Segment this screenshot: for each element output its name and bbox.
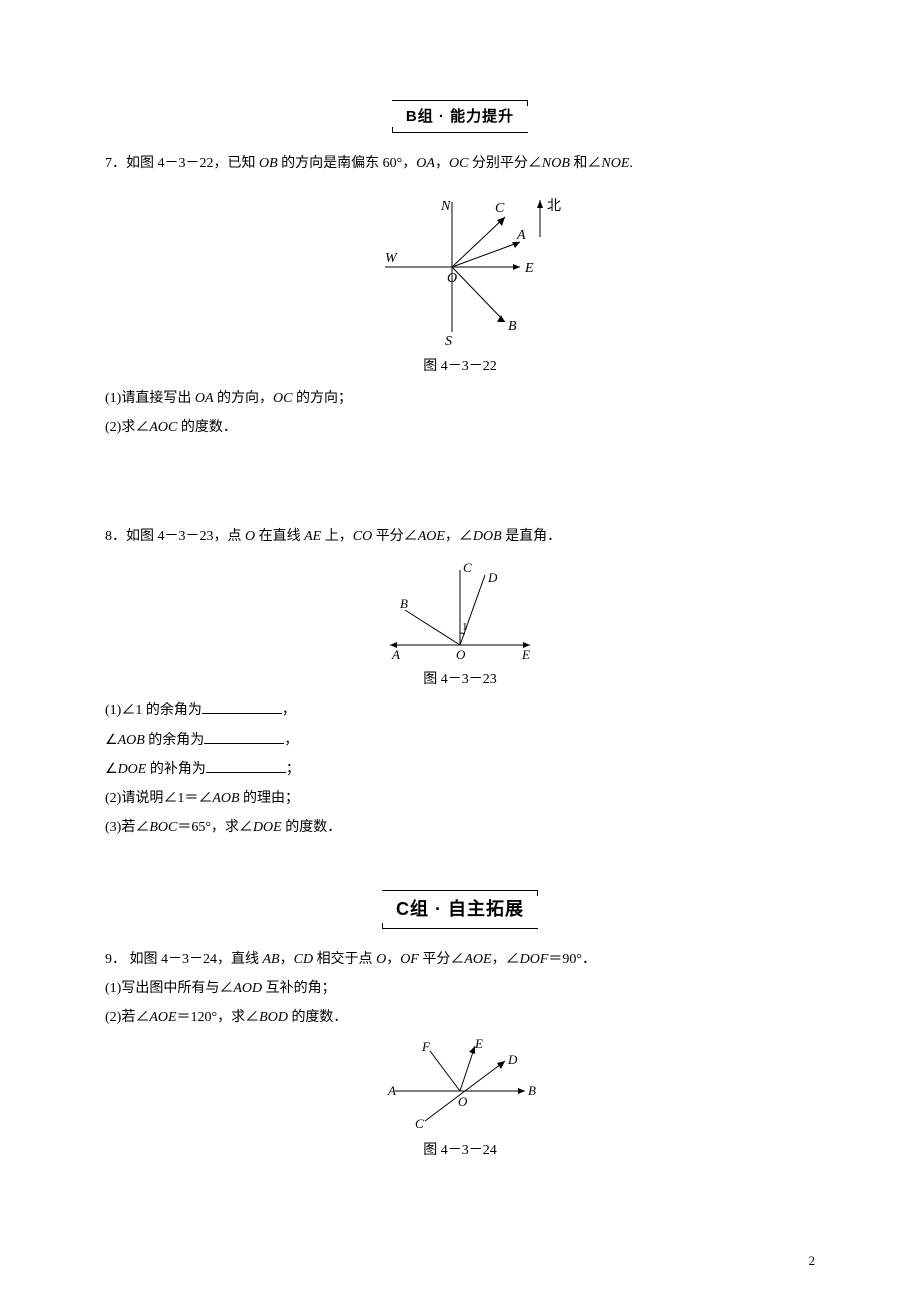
q8-sub2: (2)请说明∠1＝∠AOB 的理由； <box>105 786 815 811</box>
page-number: 2 <box>809 1249 816 1272</box>
svg-text:A: A <box>387 1083 396 1098</box>
svg-text:W: W <box>385 251 398 266</box>
svg-text:B: B <box>508 319 517 334</box>
svg-text:北: 北 <box>547 198 561 214</box>
q8-caption: 图 4－3－23 <box>105 667 815 692</box>
svg-text:C: C <box>495 201 505 216</box>
q7-figure: N C A W O E S B 北 图 4－3－22 <box>105 182 815 379</box>
svg-text:O: O <box>458 1094 468 1109</box>
svg-text:F: F <box>421 1039 431 1054</box>
svg-text:C: C <box>463 560 472 575</box>
q7-caption: 图 4－3－22 <box>105 354 815 379</box>
q9-stem: 9． 如图 4－3－24，直线 AB，CD 相交于点 O，OF 平分∠AOE，∠… <box>105 947 815 972</box>
svg-text:B: B <box>528 1083 536 1098</box>
svg-text:D: D <box>507 1052 518 1067</box>
svg-text:B: B <box>400 596 408 611</box>
q9-sub1: (1)写出图中所有与∠AOD 互补的角； <box>105 976 815 1001</box>
q9-sub2: (2)若∠AOE＝120°，求∠BOD 的度数． <box>105 1005 815 1030</box>
blank-3 <box>206 758 286 773</box>
q8-figure: A B C D E O 1 图 4－3－23 <box>105 555 815 692</box>
svg-text:E: E <box>521 647 530 662</box>
svg-text:D: D <box>487 570 498 585</box>
svg-text:E: E <box>524 261 534 276</box>
svg-text:O: O <box>447 271 457 286</box>
svg-text:O: O <box>456 647 466 662</box>
question-9: 9． 如图 4－3－24，直线 AB，CD 相交于点 O，OF 平分∠AOE，∠… <box>105 947 815 1164</box>
q8-svg: A B C D E O 1 <box>370 555 550 665</box>
svg-text:E: E <box>474 1036 483 1051</box>
q8-line1: (1)∠1 的余角为， <box>105 698 815 723</box>
q7-stem: 7．如图 4－3－22，已知 OB 的方向是南偏东 60°，OA，OC 分别平分… <box>105 151 815 176</box>
svg-text:N: N <box>440 199 451 214</box>
svg-text:A: A <box>516 228 526 243</box>
q7-sub2: (2)求∠AOC 的度数． <box>105 415 815 440</box>
q8-line2: ∠AOB 的余角为， <box>105 728 815 753</box>
section-b-header: B组 · 能力提升 <box>105 100 815 133</box>
svg-text:S: S <box>445 334 452 349</box>
section-c-header: C组 · 自主拓展 <box>105 890 815 928</box>
section-b-label: B组 · 能力提升 <box>392 108 528 125</box>
question-7: 7．如图 4－3－22，已知 OB 的方向是南偏东 60°，OA，OC 分别平分… <box>105 151 815 440</box>
svg-text:C: C <box>415 1116 424 1131</box>
blank-2 <box>204 729 284 744</box>
q9-caption: 图 4－3－24 <box>105 1138 815 1163</box>
q9-figure: A B C D E F O 图 4－3－24 <box>105 1036 815 1163</box>
svg-text:A: A <box>391 647 400 662</box>
q8-line3: ∠DOE 的补角为； <box>105 757 815 782</box>
blank-1 <box>202 699 282 714</box>
q7-svg: N C A W O E S B 北 <box>345 182 575 352</box>
q8-sub3: (3)若∠BOC＝65°，求∠DOE 的度数． <box>105 815 815 840</box>
q9-svg: A B C D E F O <box>370 1036 550 1136</box>
question-8: 8．如图 4－3－23，点 O 在直线 AE 上，CO 平分∠AOE，∠DOB … <box>105 524 815 840</box>
q8-stem: 8．如图 4－3－23，点 O 在直线 AE 上，CO 平分∠AOE，∠DOB … <box>105 524 815 549</box>
section-c-label: C组 · 自主拓展 <box>382 899 538 919</box>
q7-sub1: (1)请直接写出 OA 的方向，OC 的方向； <box>105 386 815 411</box>
svg-text:1: 1 <box>462 621 468 633</box>
